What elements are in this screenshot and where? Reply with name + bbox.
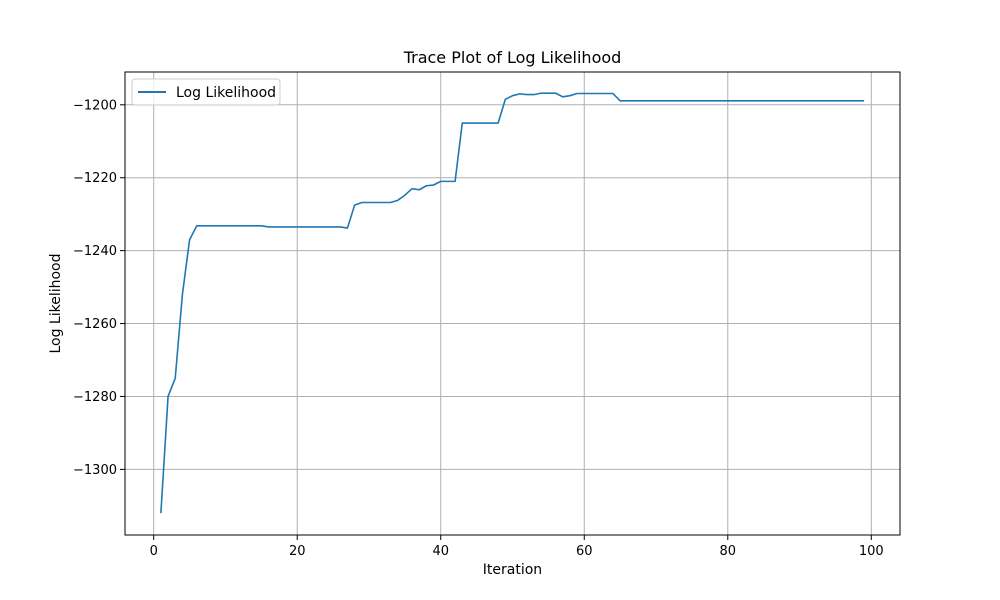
y-tick-label: −1200 — [73, 98, 117, 113]
y-tick-label: −1280 — [73, 390, 117, 405]
series-line-log-likelihood — [160, 92, 865, 514]
x-tick-label: 20 — [289, 544, 306, 559]
x-axis-label: Iteration — [483, 562, 542, 578]
x-tick-label: 60 — [576, 544, 593, 559]
legend: Log Likelihood — [131, 78, 281, 106]
y-tick-label: −1220 — [73, 171, 117, 186]
series-layer — [160, 92, 865, 514]
x-tick-label: 100 — [859, 544, 884, 559]
x-axis-ticks: 0 20 40 60 80 100 — [150, 535, 884, 559]
plot-frame — [124, 71, 901, 536]
y-axis-label: Log Likelihood — [48, 253, 64, 353]
grid-lines — [125, 72, 900, 535]
x-tick-label: 40 — [432, 544, 449, 559]
y-tick-label: −1240 — [73, 244, 117, 259]
legend-box — [131, 78, 281, 106]
y-axis-ticks: −1300 −1280 −1260 −1240 −1220 −1200 — [73, 98, 125, 478]
x-tick-label: 80 — [720, 544, 737, 559]
x-tick-label: 0 — [150, 544, 158, 559]
y-tick-label: −1300 — [73, 463, 117, 478]
chart-title: Trace Plot of Log Likelihood — [403, 48, 622, 67]
legend-entry-log-likelihood: Log Likelihood — [176, 85, 276, 101]
y-tick-label: −1260 — [73, 317, 117, 332]
